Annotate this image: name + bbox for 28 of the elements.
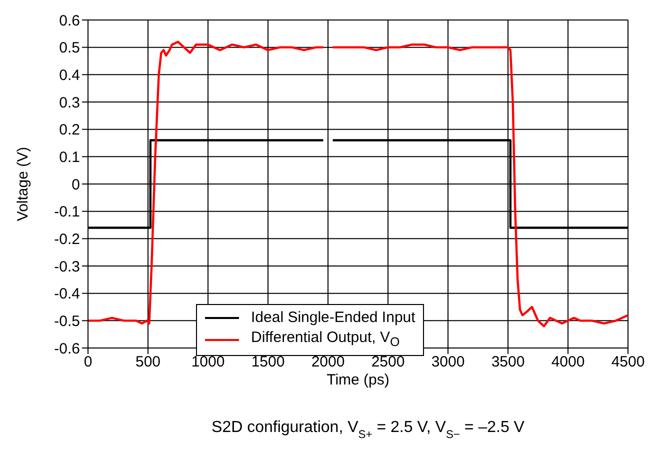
y-tick-label: 0.6 xyxy=(59,12,80,30)
x-tick-label: 0 xyxy=(84,354,92,371)
y-tick-label: -0.2 xyxy=(54,230,80,248)
y-tick-label: 0 xyxy=(72,176,80,194)
y-tick-label: 0.5 xyxy=(59,40,80,57)
y-tick-label: -0.1 xyxy=(54,204,80,221)
x-tick-label: 1000 xyxy=(191,354,225,371)
y-tick-label: -0.4 xyxy=(54,286,80,303)
y-tick-label: -0.5 xyxy=(54,312,80,330)
x-tick-label: 4000 xyxy=(551,354,585,371)
y-tick-label: -0.3 xyxy=(54,258,80,276)
x-tick-label: 3000 xyxy=(431,354,465,371)
y-tick-label: 0.3 xyxy=(59,94,80,112)
x-axis-title: Time (ps) xyxy=(326,372,390,389)
y-tick-label: 0.2 xyxy=(59,122,80,139)
x-tick-label: 2000 xyxy=(311,354,345,371)
y-tick-label: -0.6 xyxy=(54,340,80,358)
y-tick-label: 0.1 xyxy=(59,148,80,166)
x-tick-label: 4500 xyxy=(611,354,645,371)
y-tick-label: 0.4 xyxy=(59,66,80,84)
text: S2D configuration, V$_{S+}$ = 2.5 V, V$_{S−}$ = –2.5 V xyxy=(212,419,525,441)
x-tick-label: 1500 xyxy=(251,354,285,371)
y-axis-title: Voltage (V) xyxy=(14,146,32,222)
x-tick-label: 500 xyxy=(135,354,161,371)
legend-label: Differential Output, V$_{O}$ xyxy=(251,328,400,351)
x-tick-label: 2500 xyxy=(371,354,405,371)
legend-label: Ideal Single-Ended Input xyxy=(251,308,416,328)
x-tick-label: 3500 xyxy=(491,354,525,371)
